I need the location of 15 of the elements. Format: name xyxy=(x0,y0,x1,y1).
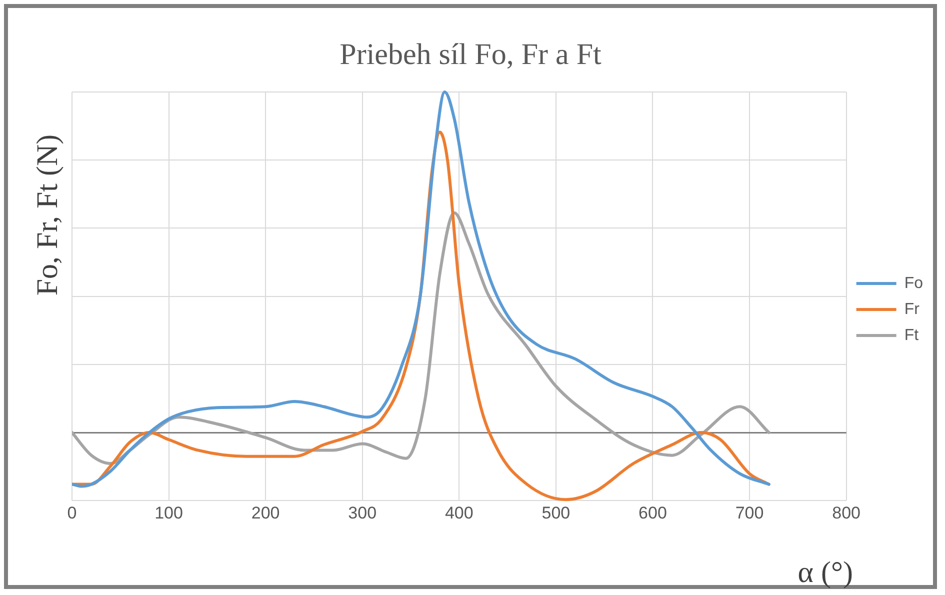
legend-label: Fr xyxy=(904,300,920,318)
chart-title: Priebeh síl Fo, Fr a Ft xyxy=(338,38,602,72)
x-tick-label: 700 xyxy=(735,503,764,522)
x-tick-label: 800 xyxy=(832,503,861,522)
x-tick-label: 400 xyxy=(444,503,474,522)
x-axis-title: α (°) xyxy=(798,556,853,590)
x-tick-label: 0 xyxy=(67,503,77,522)
x-tick-label: 600 xyxy=(638,503,667,522)
legend-label: Ft xyxy=(904,326,920,344)
legend-label: Fo xyxy=(904,274,924,292)
x-tick-label: 300 xyxy=(348,503,377,522)
x-tick-label: 500 xyxy=(542,503,570,522)
y-axis-title: Fo, Fr, Ft (N) xyxy=(31,133,65,298)
x-tick-label: 100 xyxy=(154,503,183,522)
x-tick-label: 200 xyxy=(251,503,280,522)
